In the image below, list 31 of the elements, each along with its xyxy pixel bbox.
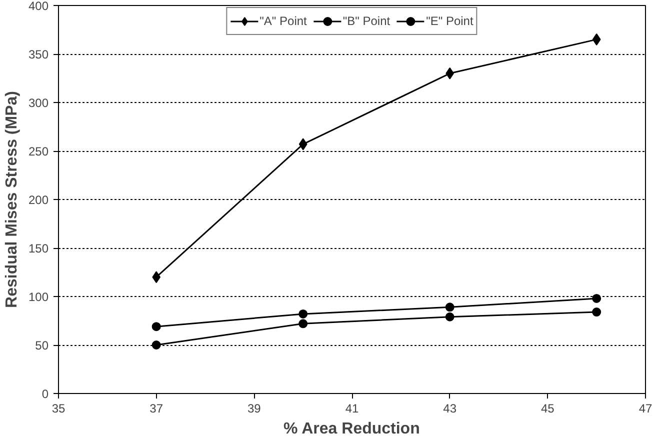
- point: [298, 319, 308, 328]
- x-tick-label: 43: [443, 402, 457, 416]
- x-tick-label: 47: [638, 402, 652, 416]
- point: [152, 340, 161, 350]
- y-tick-label: 0: [42, 387, 49, 401]
- x-tick-label: 35: [52, 402, 66, 416]
- point: [445, 302, 454, 312]
- y-tick-label: 300: [28, 96, 49, 110]
- y-tick-label: 100: [28, 290, 49, 304]
- y-tick-label: 150: [28, 242, 49, 256]
- x-tick-label: 39: [247, 402, 262, 416]
- y-tick-label: 250: [28, 144, 49, 158]
- y-tick-label: 200: [28, 193, 49, 207]
- point: [298, 309, 308, 318]
- x-tick-label: 37: [150, 402, 164, 416]
- point: [298, 138, 308, 150]
- x-tick-label: 41: [345, 402, 359, 416]
- x-tick-label: 45: [540, 402, 555, 416]
- y-tick-label: 400: [28, 0, 49, 13]
- point: [152, 322, 161, 332]
- point: [592, 294, 602, 303]
- y-tick-label: 50: [35, 338, 49, 352]
- point: [445, 312, 454, 322]
- y-tick-label: 350: [28, 48, 49, 62]
- legend-label: "E" Point: [426, 14, 474, 28]
- legend-label: "B" Point: [342, 14, 390, 28]
- point: [592, 33, 601, 46]
- x-axis-title: % Area Reduction: [284, 420, 420, 438]
- point: [592, 308, 602, 317]
- y-axis-title: Residual Mises Stress (MPa): [3, 91, 20, 308]
- legend-label: "A" Point: [260, 14, 307, 28]
